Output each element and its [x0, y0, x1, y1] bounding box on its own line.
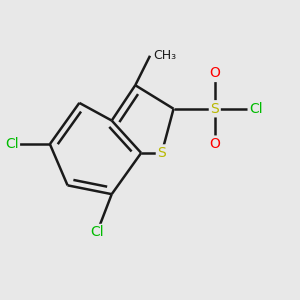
Text: O: O	[209, 137, 220, 151]
Text: Cl: Cl	[5, 137, 18, 151]
Text: Cl: Cl	[249, 102, 263, 116]
Text: Cl: Cl	[90, 225, 104, 239]
Text: S: S	[210, 102, 219, 116]
Text: O: O	[209, 66, 220, 80]
Text: CH₃: CH₃	[153, 49, 176, 62]
Text: S: S	[158, 146, 166, 160]
